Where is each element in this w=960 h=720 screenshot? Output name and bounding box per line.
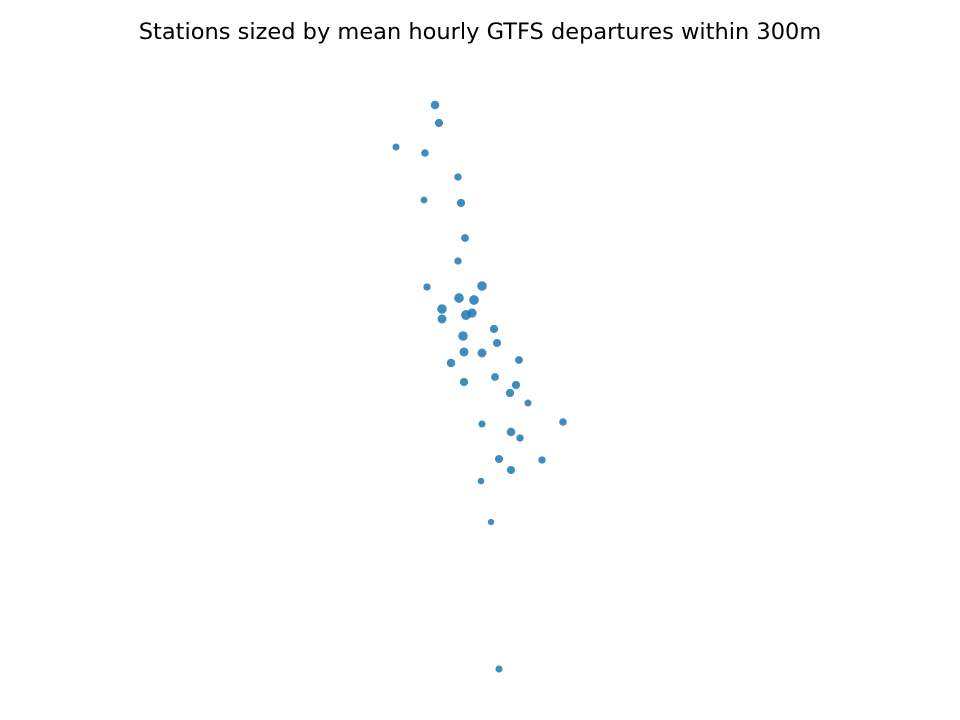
station-point <box>478 420 486 428</box>
chart-title: Stations sized by mean hourly GTFS depar… <box>138 19 822 45</box>
station-point <box>491 373 499 381</box>
station-point <box>469 295 479 305</box>
station-point <box>459 347 469 357</box>
station-point <box>538 456 546 464</box>
station-point <box>489 324 499 334</box>
station-point <box>421 149 429 157</box>
station-point <box>430 100 440 110</box>
station-point <box>477 348 487 358</box>
station-point <box>492 338 502 348</box>
station-point <box>454 257 462 265</box>
station-point <box>392 143 400 151</box>
station-point <box>456 198 466 208</box>
station-point <box>511 380 521 390</box>
station-point <box>437 304 447 314</box>
station-point <box>454 293 464 303</box>
station-point <box>494 454 504 464</box>
station-point <box>454 173 462 181</box>
station-point <box>495 665 503 673</box>
station-point <box>467 308 477 318</box>
station-point <box>434 118 444 128</box>
station-point <box>505 388 515 398</box>
station-point <box>458 331 468 341</box>
station-point <box>459 377 469 387</box>
station-point <box>559 418 567 426</box>
station-point <box>487 518 495 526</box>
station-point <box>477 477 485 485</box>
station-point <box>461 234 469 242</box>
station-point <box>437 314 447 324</box>
station-point <box>515 356 523 364</box>
station-point <box>423 283 431 291</box>
station-point <box>420 196 428 204</box>
station-point <box>506 465 516 475</box>
station-point <box>446 358 456 368</box>
station-point <box>506 427 516 437</box>
station-point <box>524 399 532 407</box>
station-point <box>477 281 487 291</box>
station-point <box>516 434 524 442</box>
